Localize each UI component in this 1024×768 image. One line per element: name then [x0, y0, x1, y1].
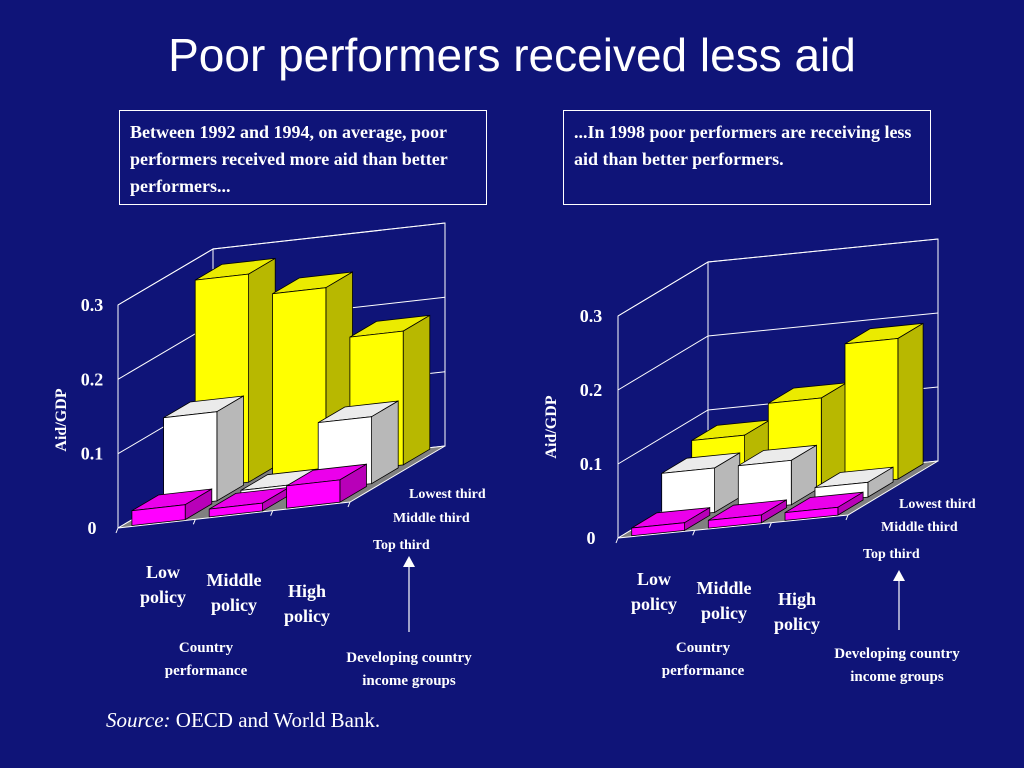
gridline [617, 238, 939, 317]
gridline [117, 222, 446, 306]
y-tick-label: 0.3 [580, 306, 603, 326]
category-label: Low policy [631, 569, 677, 614]
gridline [617, 312, 939, 391]
category-label: Middle policy [206, 570, 261, 615]
bar-top-third-2 [208, 486, 290, 518]
chart-1998: 0 0.1 0.2 0.3 Aid/GDP Low policy Middle policy Hi… [543, 238, 976, 685]
bar-top-third-1 [131, 488, 213, 526]
x-tick [615, 537, 619, 544]
category-label: High policy [284, 581, 330, 626]
bar-middle-third-3 [317, 400, 399, 490]
caption-box-left: Between 1992 and 1994, on average, poor … [119, 110, 487, 205]
source-note: Source: OECD and World Bank. [106, 708, 380, 733]
depth-axis-title: Developing country income groups [346, 650, 472, 689]
bar-middle-third-2 [737, 444, 817, 511]
category-label: Middle policy [696, 578, 751, 623]
x-tick [845, 514, 849, 521]
y-axis-label: Aid/GDP [543, 395, 560, 458]
arrow-head [893, 570, 905, 581]
source-label: Source: [106, 708, 171, 732]
bar-middle-third-1 [661, 452, 741, 519]
x-tick [692, 530, 696, 536]
depth-axis-title: Developing country income groups [834, 646, 960, 685]
source-text: OECD and World Bank. [175, 708, 381, 732]
y-tick-label: 0.2 [81, 369, 104, 389]
series-label: Lowest third [899, 497, 976, 512]
series-label: Lowest third [409, 487, 486, 502]
series-label: Top third [863, 547, 920, 562]
bar-top-third-1 [631, 506, 711, 537]
category-label: Low policy [140, 562, 186, 607]
bar-lowest-third-3 [844, 322, 924, 485]
slide-title: Poor performers received less aid [168, 29, 856, 81]
bar-top-third-2 [707, 499, 787, 529]
y-tick-label: 0 [587, 528, 596, 548]
y-axis-label: Aid/GDP [53, 388, 70, 451]
bar-top-third-3 [286, 463, 367, 509]
category-label: High policy [774, 589, 820, 634]
y-tick-label: 0.3 [81, 295, 104, 315]
series-label: Middle third [393, 511, 470, 526]
y-tick-label: 0.1 [580, 454, 603, 474]
bar-middle-third-1 [163, 395, 244, 508]
x-tick [115, 527, 119, 534]
x-tick [270, 510, 274, 516]
series-label: Middle third [881, 520, 958, 535]
series-label: Top third [373, 538, 430, 553]
chart-1992-1994: 0 0.1 0.2 0.3 Aid/GDP Low policy Middle policy Hi… [53, 222, 486, 689]
x-axis-title: Country performance [165, 640, 248, 679]
bar-top-third-3 [784, 491, 864, 521]
y-tick-label: 0.1 [81, 444, 104, 464]
y-tick-label: 0 [88, 518, 97, 538]
y-tick-label: 0.2 [580, 380, 603, 400]
x-tick [768, 522, 772, 528]
caption-box-right: ...In 1998 poor performers are receiving… [563, 110, 931, 205]
x-tick [347, 501, 351, 508]
x-axis-title: Country performance [662, 640, 745, 679]
arrow-head [403, 556, 415, 567]
x-tick [192, 519, 196, 525]
